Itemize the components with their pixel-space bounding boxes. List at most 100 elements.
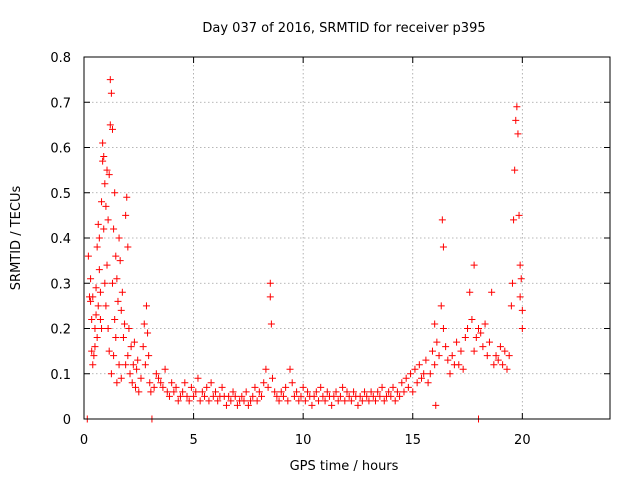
data-point: [433, 338, 441, 346]
data-point: [315, 397, 323, 405]
data-point: [378, 383, 386, 391]
data-point: [290, 392, 298, 400]
data-point: [435, 352, 443, 360]
data-point: [117, 374, 125, 382]
data-point: [323, 388, 331, 396]
data-point: [496, 343, 504, 351]
data-point: [111, 315, 119, 323]
data-point: [89, 293, 97, 301]
data-point: [187, 383, 195, 391]
data-point: [341, 397, 349, 405]
data-point: [87, 275, 95, 283]
data-point: [121, 320, 129, 328]
data-point: [264, 383, 272, 391]
data-point: [479, 343, 487, 351]
data-point: [114, 297, 122, 305]
data-point: [110, 352, 118, 360]
data-point: [308, 401, 316, 409]
data-point: [203, 383, 211, 391]
data-point: [464, 325, 472, 332]
data-point: [141, 361, 149, 369]
data-point: [240, 397, 248, 405]
data-point: [106, 121, 114, 129]
data-point: [501, 347, 509, 355]
data-point: [350, 388, 358, 396]
data-point: [299, 383, 307, 391]
data-point: [102, 302, 110, 310]
data-point: [347, 397, 355, 405]
data-point: [165, 392, 173, 400]
data-point: [94, 220, 102, 228]
data-point: [518, 306, 526, 314]
data-point: [233, 401, 241, 409]
data-point: [231, 392, 239, 400]
data-point: [517, 275, 525, 283]
data-point: [328, 401, 336, 409]
data-point: [122, 361, 130, 369]
data-point: [400, 388, 408, 396]
data-point: [393, 388, 401, 396]
data-point: [168, 379, 176, 387]
x-tick-label: 10: [295, 433, 312, 448]
data-point: [304, 388, 312, 396]
data-point: [108, 125, 116, 133]
data-point: [343, 388, 351, 396]
data-point: [106, 76, 114, 84]
data-point: [172, 383, 180, 391]
data-point: [437, 302, 445, 310]
data-point: [262, 365, 270, 373]
data-point: [102, 202, 110, 210]
data-point: [295, 397, 303, 405]
data-point: [415, 361, 423, 369]
data-point: [179, 388, 187, 396]
data-point: [129, 361, 137, 369]
data-point: [432, 401, 440, 409]
data-point: [345, 392, 353, 400]
x-tick-labels: 0 5 10 15 20: [80, 433, 531, 448]
data-point: [422, 356, 430, 364]
data-point: [100, 153, 108, 161]
data-point: [470, 261, 478, 269]
data-point: [516, 261, 524, 269]
data-point: [101, 180, 109, 188]
data-point: [267, 320, 275, 328]
data-point: [514, 130, 522, 138]
data-point: [218, 383, 226, 391]
tick-marks: [83, 56, 610, 420]
data-point: [475, 325, 482, 332]
data-point: [481, 320, 489, 328]
data-point: [354, 401, 362, 409]
data-point: [225, 392, 233, 400]
chart-title: Day 037 of 2016, SRMTID for receiver p39…: [202, 21, 485, 36]
data-point: [112, 334, 120, 342]
data-point: [293, 388, 301, 396]
data-point: [508, 279, 516, 287]
data-point: [105, 347, 113, 355]
data-point: [244, 401, 252, 409]
data-point: [385, 388, 393, 396]
data-point: [407, 370, 415, 378]
data-point: [155, 374, 163, 382]
data-point: [358, 397, 366, 405]
data-point: [490, 361, 498, 369]
data-point: [455, 361, 463, 369]
data-point: [95, 266, 103, 274]
data-point: [95, 234, 103, 242]
data-point: [150, 383, 158, 391]
data-point: [99, 157, 107, 165]
data-point: [89, 361, 97, 369]
data-point: [470, 347, 478, 355]
y-tick-label: 0.1: [50, 368, 71, 383]
data-point: [431, 361, 439, 369]
data-point: [116, 257, 124, 265]
y-tick-label: 0: [63, 413, 71, 428]
data-point: [330, 392, 338, 400]
data-point: [93, 334, 101, 342]
data-point: [190, 392, 198, 400]
data-point: [510, 216, 518, 224]
data-point: [356, 392, 364, 400]
data-point: [448, 352, 456, 360]
data-point: [404, 383, 412, 391]
data-point: [176, 392, 184, 400]
data-point: [124, 352, 132, 360]
